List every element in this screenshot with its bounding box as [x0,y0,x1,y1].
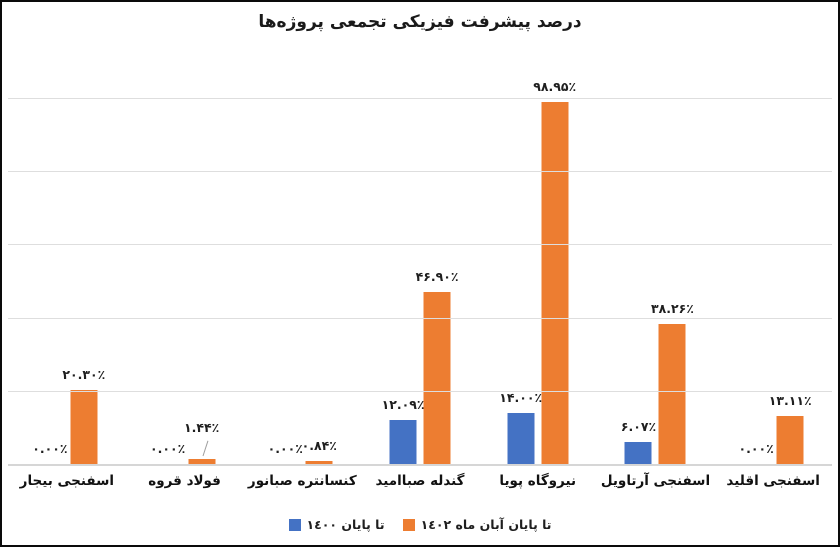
label-leader-line [202,440,209,456]
bar-pair: ۶.۰۷٪ ۳۸.۲۶٪ [621,98,694,464]
category-slot: ۰.۰۰٪ ۱۳.۱۱٪ [714,98,832,464]
bar-data-label: ۱۳.۱۱٪ [768,393,812,409]
bar-series-1400 [507,412,535,464]
category-slot: ۰.۰۰٪ ۰.۸۴٪ [243,98,361,464]
gridline [8,98,832,99]
bar-pair: ۱۲.۰۹٪ ۴۶.۹۰٪ [382,98,458,464]
category-label: نیروگاه پویا [499,473,577,489]
bar-data-label: ۶.۰۷٪ [620,418,657,434]
bar-data-label: ۰.۸۴٪ [301,437,337,453]
chart-title: درصد پیشرفت فیزیکی تجمعی پروژه‌ها [258,12,582,32]
bar-column: ۱۳.۱۱٪ [769,98,812,464]
bar-series-1400 [389,419,417,464]
category-label: گندله صباامید [375,473,465,489]
category-label: اسفنجی آرتاویل [600,473,711,489]
bar-data-label: ۰.۰۰٪ [267,441,303,456]
bar-data-label: ۳۸.۲۶٪ [651,300,694,316]
bar-pair: ۱۴.۰۰٪ ۹۸.۹۵٪ [499,79,576,464]
legend-swatch-1400 [288,518,301,531]
bar-pair: ۰.۰۰٪ ۲۰.۳۰٪ [32,98,105,464]
bar-series-1402 [658,323,686,464]
legend-label: تا پایان ١٤٠٠ [306,517,385,532]
bar-data-label: ۴۶.۹۰٪ [415,269,459,285]
bar-column: ۱۲.۰۹٪ [382,98,424,464]
bar-data-label: ۱۲.۰۹٪ [381,396,425,412]
bar-series-1400 [624,441,652,464]
bar-data-label: ۰.۰۰٪ [149,441,186,456]
bar-pair: ۰.۰۰٪ ۰.۸۴٪ [268,98,337,464]
bar-column: ۳۸.۲۶٪ [651,98,694,464]
bar-column: ۰.۰۰٪ [268,98,303,464]
category-axis: اسفنجی بیجار فولاد قروه کنسانتره صبانور گند… [8,473,832,489]
category-slot: ۰.۰۰٪ ۲۰.۳۰٪ [8,98,126,464]
bar-pair: ۰.۰۰٪ ۱.۴۴٪ [150,98,219,464]
bar-data-label: ۱.۴۴٪ [183,419,220,435]
bar-data-label: ۱۴.۰۰٪ [499,389,543,405]
legend-label: تا پایان آبان ماه ١٤٠٢ [420,517,552,532]
legend: تا پایان ١٤٠٠ تا پایان آبان ماه ١٤٠٢ [2,517,838,532]
bar-series-1402 [776,416,804,464]
legend-item: تا پایان آبان ماه ١٤٠٢ [402,517,552,532]
bar-column: ۱۴.۰۰٪ [499,98,542,464]
legend-item: تا پایان ١٤٠٠ [288,517,385,532]
bar-column: ۱.۴۴٪ [184,98,219,464]
bar-slots: ۰.۰۰٪ ۲۰.۳۰٪ ۰.۰۰٪ ۱.۴۴٪ ۰.۰۰٪ ۰.۸۴٪ ۱۲.۰۹٪ ۴۶.… [8,79,832,464]
bar-series-1402 [305,460,333,464]
bar-column: ۰.۰۰٪ [150,98,185,464]
bar-data-label: ۰.۰۰٪ [738,441,774,456]
bar-column: ۴۶.۹۰٪ [416,98,458,464]
gridline [8,244,832,246]
category-slot: ۶.۰۷٪ ۳۸.۲۶٪ [597,98,715,464]
x-axis-line [8,464,832,466]
gridline [8,171,832,173]
gridline [8,390,832,392]
bar-data-label: ۰.۰۰٪ [32,441,68,456]
gridline [8,317,832,319]
bar-data-label: ۲۰.۳۰٪ [62,366,106,382]
category-label: فولاد قروه [148,473,221,489]
category-slot: ۰.۰۰٪ ۱.۴۴٪ [126,98,244,464]
bar-series-1402 [188,458,216,464]
bar-data-label: ۹۸.۹۵٪ [533,78,577,94]
bar-column: ۹۸.۹۵٪ [533,79,576,464]
bar-column: ۶.۰۷٪ [621,98,656,464]
category-slot: ۱۲.۰۹٪ ۴۶.۹۰٪ [361,98,479,464]
bar-series-1402 [70,389,98,464]
category-label: اسفنجی بیجار [19,473,115,489]
bar-column: ۲۰.۳۰٪ [62,98,105,464]
category-label: کنسانتره صبانور [247,473,357,489]
bar-pair: ۰.۰۰٪ ۱۳.۱۱٪ [739,98,812,464]
bar-column: ۰.۰۰٪ [32,98,67,464]
bar-series-1402 [423,292,451,464]
category-label: اسفنجی اقلید [726,473,820,489]
plot-area: ۰.۰۰٪ ۲۰.۳۰٪ ۰.۰۰٪ ۱.۴۴٪ ۰.۰۰٪ ۰.۸۴٪ ۱۲.۰۹٪ ۴۶.… [8,79,832,466]
legend-swatch-1402 [402,518,415,531]
bar-column: ۰.۰۰٪ [739,98,774,464]
bar-series-1402 [541,101,569,464]
category-slot: ۱۴.۰۰٪ ۹۸.۹۵٪ [479,79,597,464]
bar-column: ۰.۸۴٪ [302,98,337,464]
